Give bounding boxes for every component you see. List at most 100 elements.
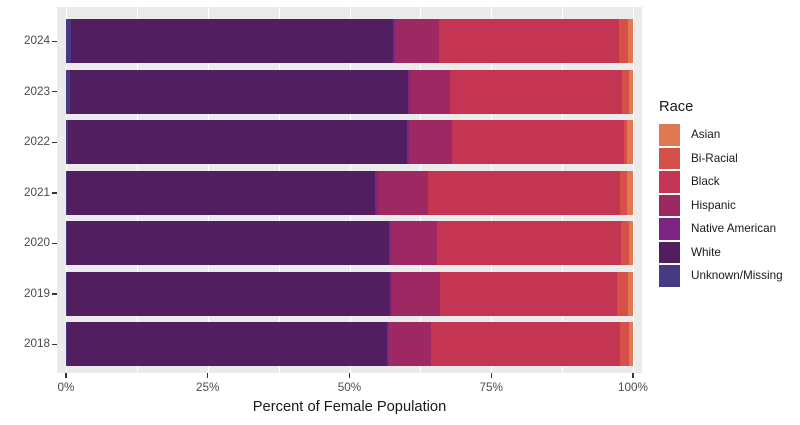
y-axis-tick [52,40,57,42]
y-axis-tick [52,343,57,346]
bar-segment-2021-asian [627,170,633,215]
bar-segment-2021-bi-racial [619,170,628,215]
legend-label: White [691,245,721,259]
y-axis-label-2023: 2023 [23,84,50,98]
x-axis-tick-label: 75% [479,381,503,394]
y-axis-tick [52,192,57,194]
x-axis-tick-label: 0% [57,381,75,394]
bar-segment-2020-hispanic [391,221,437,266]
legend-item-unknown-missing: Unknown/Missing [659,265,799,287]
legend-label: Bi-Racial [691,151,738,165]
bar-segment-2018-asian [628,322,633,367]
bar-segment-2024-white [71,19,394,63]
x-axis-tick [348,373,351,378]
legend-swatch-icon [659,241,680,263]
x-axis-tick-label: 100% [618,381,648,394]
legend-item-asian: Asian [659,124,799,146]
bar-segment-2024-native-american [393,19,396,63]
legend-swatch-icon [659,124,680,146]
legend-item-black: Black [659,171,799,193]
bar-segment-2022-asian [627,120,633,165]
y-axis-label-2020: 2020 [23,236,50,250]
bar-segment-2023-bi-racial [622,69,629,114]
bar-segment-2021-hispanic [377,170,428,215]
bar-segment-2021-native-american [375,170,378,215]
legend-item-white: White [659,241,799,263]
bar-row-2020 [66,221,633,266]
legend-swatch-icon [659,218,680,240]
legend-swatch-icon [659,171,680,193]
bar-segment-2018-black [430,322,621,367]
bar-segment-2019-white [67,271,390,316]
bar-segment-2020-bi-racial [620,221,629,266]
bar-segment-2024-hispanic [395,19,440,63]
bar-segment-2024-asian [628,19,633,63]
bar-segment-2022-white [67,120,408,165]
bar-segment-2021-unknown-missing [66,170,68,215]
bar-row-2023 [66,69,633,114]
bar-segment-2018-bi-racial [620,322,629,367]
bar-segment-2022-bi-racial [623,120,628,165]
bar-segment-2019-bi-racial [616,271,628,316]
legend-label: Black [691,175,720,189]
x-axis-title: Percent of Female Population [252,399,447,415]
bar-segment-2018-hispanic [389,322,431,367]
x-axis-tick-label: 50% [337,381,362,394]
bar-segment-2024-black [439,19,620,63]
bar-row-2019 [66,271,633,316]
gridline-major [633,7,635,373]
y-axis-tick [52,141,57,143]
bar-segment-2019-unknown-missing [66,271,68,316]
bar-segment-2022-hispanic [409,120,453,165]
bar-segment-2020-unknown-missing [66,221,68,266]
bar-segment-2020-black [436,221,621,266]
x-axis-tick-label: 25% [196,381,220,394]
legend-label: Unknown/Missing [691,269,783,283]
legend-title: Race [659,99,694,115]
legend-items: Asian Bi-Racial Black Hispanic Native Americ… [659,124,799,287]
y-axis-label-2022: 2022 [23,135,50,149]
bar-segment-2020-white [67,221,390,266]
bar-segment-2022-native-american [407,120,409,165]
bar-row-2021 [66,170,633,215]
x-axis-tick [490,373,492,378]
legend-label: Hispanic [691,198,736,212]
bar-segment-2021-black [427,170,620,215]
bar-segment-2023-unknown-missing [66,69,70,114]
y-axis-tick [52,242,57,245]
bar-segment-2022-unknown-missing [66,120,68,165]
bar-segment-2019-black [440,271,617,316]
legend-swatch-icon [659,147,680,169]
y-axis-label-2019: 2019 [23,286,50,300]
legend-item-hispanic: Hispanic [659,194,799,216]
bar-segment-2023-hispanic [410,69,450,114]
bar-row-2024 [66,19,633,63]
bar-segment-2018-unknown-missing [66,322,68,367]
legend-label: Native American [691,222,777,236]
legend-item-native-american: Native American [659,218,799,240]
x-axis-tick [632,373,634,378]
bar-segment-2022-black [452,120,624,165]
bar-segment-2019-asian [627,271,633,316]
y-axis-label-2024: 2024 [23,34,50,47]
bar-segment-2023-asian [628,69,633,114]
legend-label: Asian [691,128,721,142]
bar-row-2022 [66,120,633,165]
bar-row-2018 [66,322,633,367]
bar-segment-2021-white [67,170,375,215]
bar-segment-2024-bi-racial [619,19,629,63]
bar-segment-2023-native-american [408,69,411,114]
plot-panel [57,7,642,373]
bar-segment-2023-white [69,69,409,114]
y-axis-label-2021: 2021 [23,185,50,199]
x-axis-tick [207,373,209,378]
bar-segment-2019-hispanic [392,271,441,316]
y-axis-label-2018: 2018 [23,337,50,351]
x-axis-tick [65,373,67,378]
bar-segment-2019-native-american [389,271,392,316]
bar-segment-2024-unknown-missing [66,19,72,63]
bar-segment-2020-asian [629,221,633,266]
bar-segment-2023-black [449,69,623,114]
bar-segment-2018-white [67,322,388,367]
